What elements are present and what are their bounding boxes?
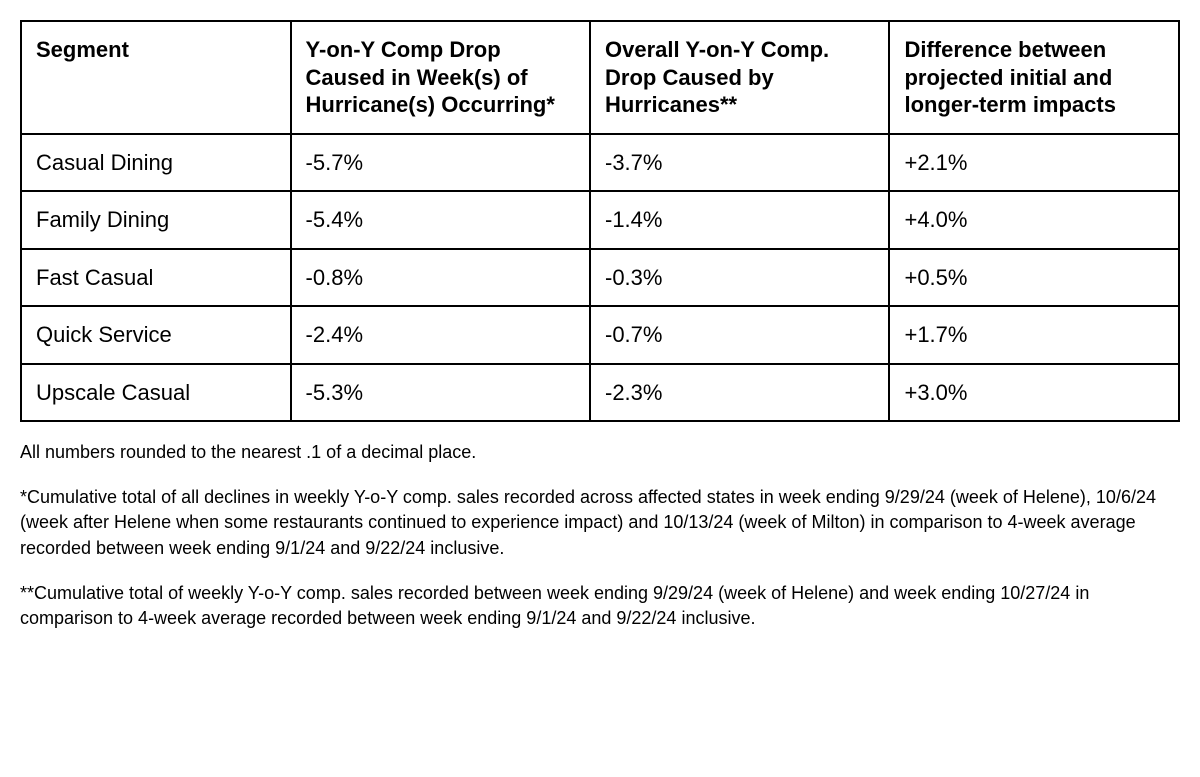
header-week-drop: Y-on-Y Comp Drop Caused in Week(s) of Hu… — [291, 21, 590, 134]
table-header-row: Segment Y-on-Y Comp Drop Caused in Week(… — [21, 21, 1179, 134]
cell-overall-drop: -3.7% — [590, 134, 889, 192]
cell-segment: Fast Casual — [21, 249, 291, 307]
header-difference: Difference between projected initial and… — [889, 21, 1179, 134]
cell-difference: +2.1% — [889, 134, 1179, 192]
cell-week-drop: -5.4% — [291, 191, 590, 249]
cell-week-drop: -0.8% — [291, 249, 590, 307]
footnote-asterisk-2: **Cumulative total of weekly Y-o-Y comp.… — [20, 581, 1180, 631]
cell-overall-drop: -0.7% — [590, 306, 889, 364]
header-segment: Segment — [21, 21, 291, 134]
cell-overall-drop: -0.3% — [590, 249, 889, 307]
footnotes: All numbers rounded to the nearest .1 of… — [20, 440, 1180, 631]
footnote-rounding: All numbers rounded to the nearest .1 of… — [20, 440, 1180, 465]
cell-overall-drop: -2.3% — [590, 364, 889, 422]
comp-drop-table: Segment Y-on-Y Comp Drop Caused in Week(… — [20, 20, 1180, 422]
cell-week-drop: -2.4% — [291, 306, 590, 364]
cell-difference: +1.7% — [889, 306, 1179, 364]
cell-segment: Upscale Casual — [21, 364, 291, 422]
cell-difference: +4.0% — [889, 191, 1179, 249]
table-row: Fast Casual -0.8% -0.3% +0.5% — [21, 249, 1179, 307]
cell-difference: +3.0% — [889, 364, 1179, 422]
cell-segment: Quick Service — [21, 306, 291, 364]
cell-week-drop: -5.7% — [291, 134, 590, 192]
cell-segment: Family Dining — [21, 191, 291, 249]
comp-drop-table-container: Segment Y-on-Y Comp Drop Caused in Week(… — [20, 20, 1180, 631]
table-row: Upscale Casual -5.3% -2.3% +3.0% — [21, 364, 1179, 422]
footnote-asterisk-1: *Cumulative total of all declines in wee… — [20, 485, 1180, 561]
cell-overall-drop: -1.4% — [590, 191, 889, 249]
cell-week-drop: -5.3% — [291, 364, 590, 422]
header-overall-drop: Overall Y-on-Y Comp. Drop Caused by Hurr… — [590, 21, 889, 134]
cell-segment: Casual Dining — [21, 134, 291, 192]
cell-difference: +0.5% — [889, 249, 1179, 307]
table-row: Family Dining -5.4% -1.4% +4.0% — [21, 191, 1179, 249]
table-row: Quick Service -2.4% -0.7% +1.7% — [21, 306, 1179, 364]
table-row: Casual Dining -5.7% -3.7% +2.1% — [21, 134, 1179, 192]
